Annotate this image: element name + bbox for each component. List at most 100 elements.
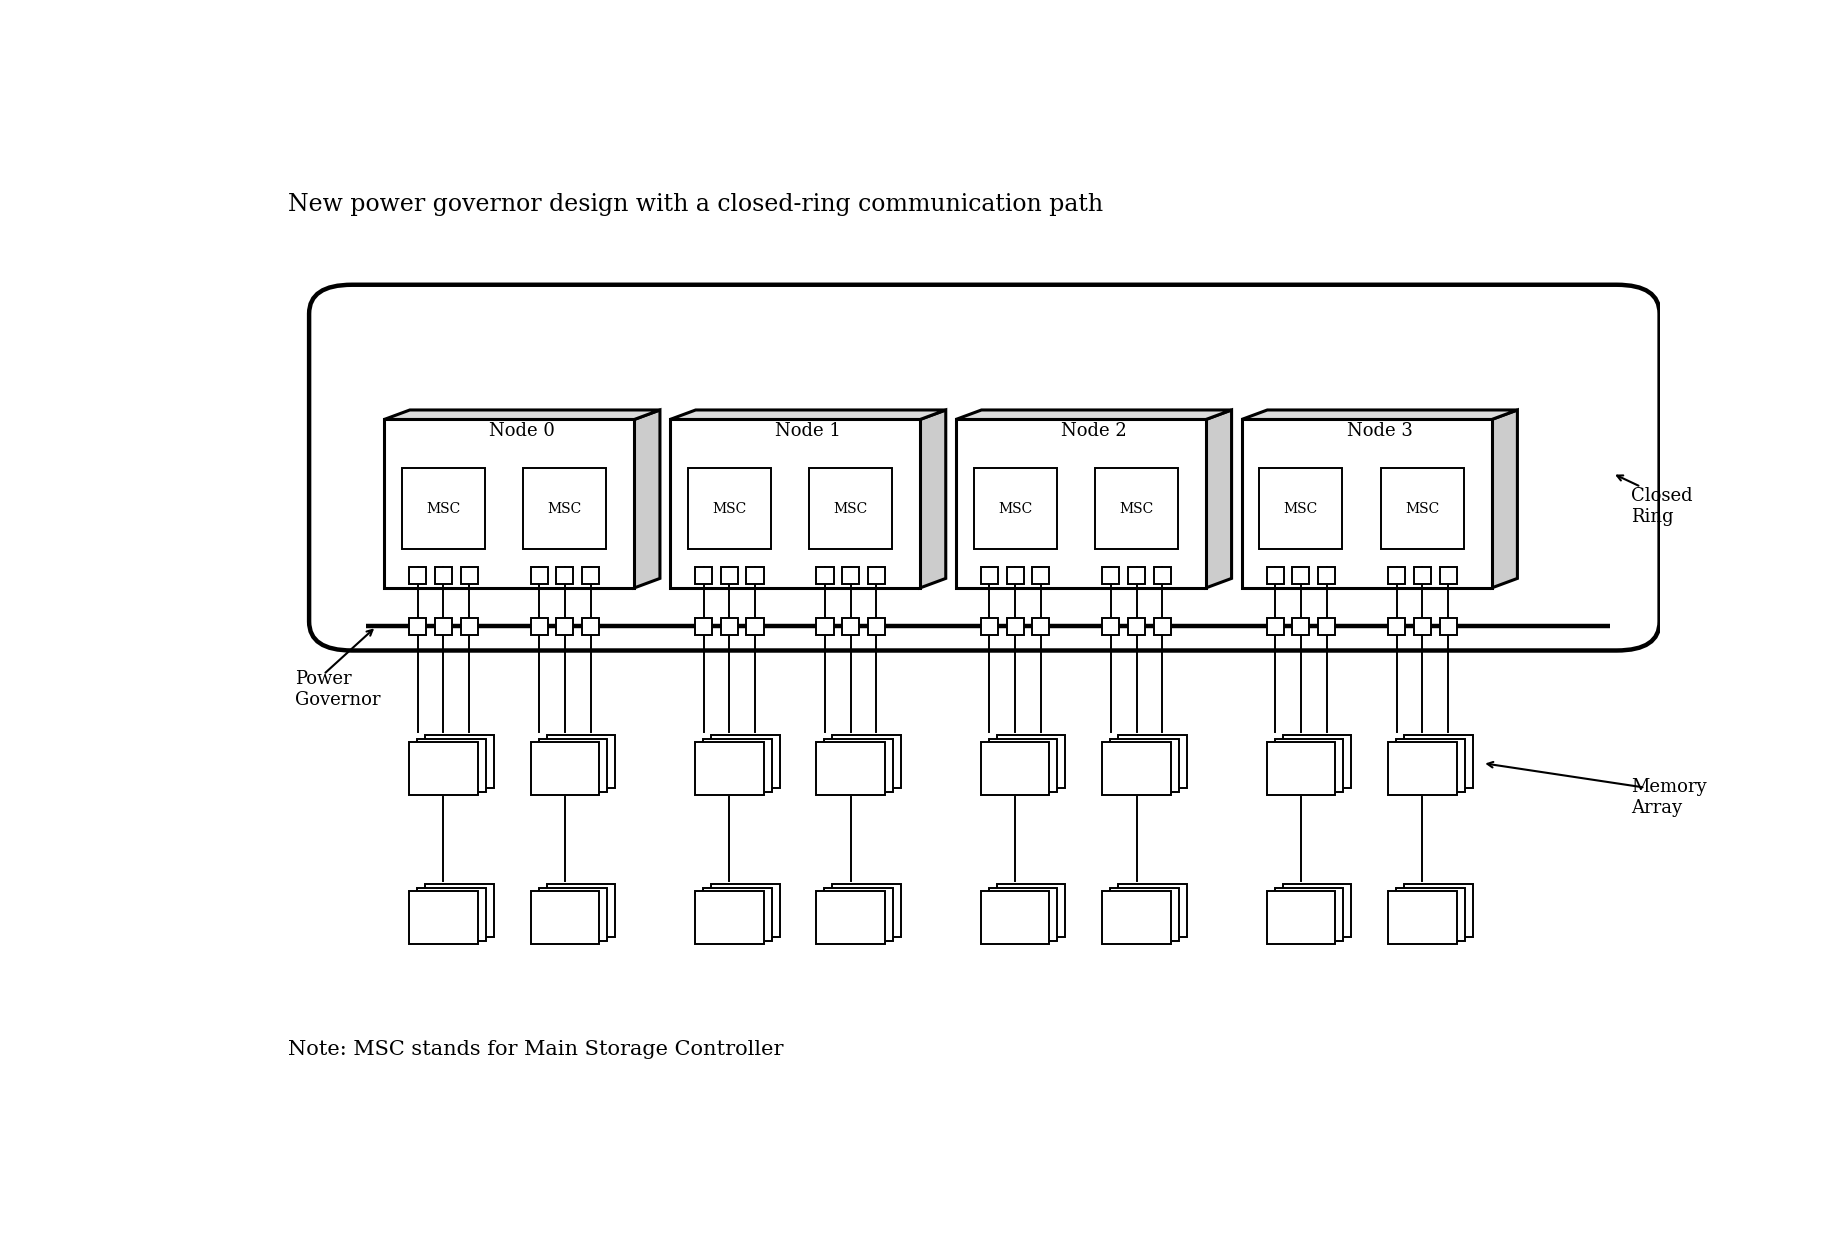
Bar xyxy=(981,618,998,635)
Bar xyxy=(817,566,833,584)
Bar xyxy=(1033,566,1049,584)
Bar xyxy=(546,885,616,938)
Bar xyxy=(712,885,780,938)
Bar xyxy=(1154,618,1171,635)
Bar xyxy=(721,566,738,584)
Bar xyxy=(1103,618,1119,635)
Bar xyxy=(1267,742,1335,795)
Polygon shape xyxy=(1241,420,1492,588)
Polygon shape xyxy=(771,462,784,550)
Bar xyxy=(695,618,712,635)
Bar xyxy=(1318,618,1335,635)
Text: Memory
Array: Memory Array xyxy=(1630,778,1708,816)
Bar xyxy=(557,566,573,584)
Bar xyxy=(1154,566,1171,584)
Bar xyxy=(695,742,763,795)
Polygon shape xyxy=(607,462,620,550)
Bar xyxy=(747,618,763,635)
Polygon shape xyxy=(1492,410,1518,588)
Bar xyxy=(1318,566,1335,584)
Bar xyxy=(531,566,548,584)
Polygon shape xyxy=(892,462,905,550)
Polygon shape xyxy=(688,462,784,468)
Polygon shape xyxy=(688,468,771,550)
Bar xyxy=(817,891,885,944)
Bar xyxy=(1396,888,1464,941)
Bar xyxy=(1396,739,1464,791)
Bar xyxy=(1103,891,1171,944)
Bar xyxy=(998,735,1066,789)
Bar xyxy=(869,618,885,635)
Bar xyxy=(1033,618,1049,635)
Text: Node 0: Node 0 xyxy=(489,422,555,440)
Polygon shape xyxy=(810,468,892,550)
Bar xyxy=(1007,566,1023,584)
Polygon shape xyxy=(1095,462,1191,468)
Text: New power governor design with a closed-ring communication path: New power governor design with a closed-… xyxy=(288,194,1103,216)
Bar xyxy=(721,618,738,635)
Polygon shape xyxy=(1057,462,1070,550)
Text: MSC: MSC xyxy=(1283,501,1318,515)
Text: Power
Governor: Power Governor xyxy=(295,670,380,709)
Polygon shape xyxy=(810,462,905,468)
Polygon shape xyxy=(920,410,946,588)
Polygon shape xyxy=(1259,462,1355,468)
Polygon shape xyxy=(402,468,485,550)
Polygon shape xyxy=(1464,462,1477,550)
Bar xyxy=(1117,885,1188,938)
Bar xyxy=(1129,566,1145,584)
Bar xyxy=(703,888,771,941)
Bar xyxy=(1274,888,1342,941)
Bar xyxy=(409,566,426,584)
Bar xyxy=(1440,566,1457,584)
Bar xyxy=(1440,618,1457,635)
Bar xyxy=(843,566,859,584)
Bar xyxy=(1283,735,1352,789)
Text: MSC: MSC xyxy=(1119,501,1154,515)
Bar xyxy=(1293,618,1309,635)
Bar xyxy=(703,739,771,791)
Bar xyxy=(538,888,607,941)
Bar xyxy=(1414,566,1431,584)
Bar xyxy=(435,566,452,584)
Bar xyxy=(1117,735,1188,789)
Bar xyxy=(531,742,599,795)
Bar xyxy=(435,618,452,635)
Text: Note: MSC stands for Main Storage Controller: Note: MSC stands for Main Storage Contro… xyxy=(288,1040,784,1059)
Bar xyxy=(832,735,902,789)
Bar xyxy=(824,739,892,791)
Text: Node 1: Node 1 xyxy=(774,422,841,440)
Bar xyxy=(417,739,485,791)
Bar xyxy=(409,618,426,635)
Polygon shape xyxy=(974,462,1070,468)
Bar xyxy=(1267,566,1283,584)
Polygon shape xyxy=(1381,468,1464,550)
Bar xyxy=(817,742,885,795)
Polygon shape xyxy=(669,420,920,588)
Text: MSC: MSC xyxy=(426,501,461,515)
Bar xyxy=(824,888,892,941)
Bar xyxy=(1129,618,1145,635)
Bar xyxy=(1293,566,1309,584)
Polygon shape xyxy=(1342,462,1355,550)
Bar xyxy=(461,618,478,635)
Text: MSC: MSC xyxy=(712,501,747,515)
Bar xyxy=(695,566,712,584)
Bar xyxy=(832,885,902,938)
Bar xyxy=(1403,735,1473,789)
Polygon shape xyxy=(402,462,498,468)
Polygon shape xyxy=(384,420,634,588)
Bar xyxy=(695,891,763,944)
Bar xyxy=(546,735,616,789)
Bar xyxy=(1389,891,1457,944)
Text: MSC: MSC xyxy=(1405,501,1440,515)
Polygon shape xyxy=(1381,462,1477,468)
Bar xyxy=(538,739,607,791)
Bar xyxy=(426,735,494,789)
Bar xyxy=(531,891,599,944)
Polygon shape xyxy=(1178,462,1191,550)
Polygon shape xyxy=(485,462,498,550)
Bar xyxy=(409,742,478,795)
Text: MSC: MSC xyxy=(998,501,1033,515)
Bar xyxy=(1403,885,1473,938)
